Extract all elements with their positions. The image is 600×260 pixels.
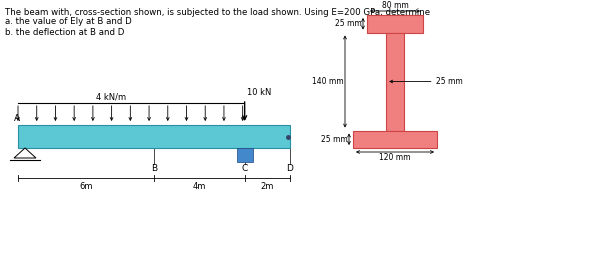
- Text: 6m: 6m: [79, 182, 93, 191]
- Bar: [353, 131, 437, 148]
- Polygon shape: [14, 148, 36, 158]
- Text: 25 mm: 25 mm: [436, 77, 463, 86]
- Text: The beam with, cross-section shown, is subjected to the load shown. Using E=200 : The beam with, cross-section shown, is s…: [5, 8, 430, 17]
- Text: B: B: [151, 164, 157, 173]
- Text: a. the value of EIy at B and D: a. the value of EIy at B and D: [5, 17, 132, 26]
- Bar: [386, 32, 404, 131]
- Text: 120 mm: 120 mm: [379, 153, 411, 162]
- Text: 140 mm: 140 mm: [313, 77, 344, 86]
- Text: A: A: [14, 114, 20, 123]
- Bar: [18, 125, 290, 148]
- Text: C: C: [242, 164, 248, 173]
- Bar: [367, 15, 423, 32]
- Bar: [236, 148, 253, 162]
- Text: 4 kN/m: 4 kN/m: [96, 92, 127, 101]
- Text: 10 kN: 10 kN: [247, 88, 271, 97]
- Text: 4m: 4m: [193, 182, 206, 191]
- Text: D: D: [287, 164, 293, 173]
- Text: 25 mm: 25 mm: [321, 135, 348, 144]
- Text: 25 mm: 25 mm: [335, 19, 362, 28]
- Text: 2m: 2m: [260, 182, 274, 191]
- Text: b. the deflection at B and D: b. the deflection at B and D: [5, 28, 124, 37]
- Text: 80 mm: 80 mm: [382, 1, 409, 10]
